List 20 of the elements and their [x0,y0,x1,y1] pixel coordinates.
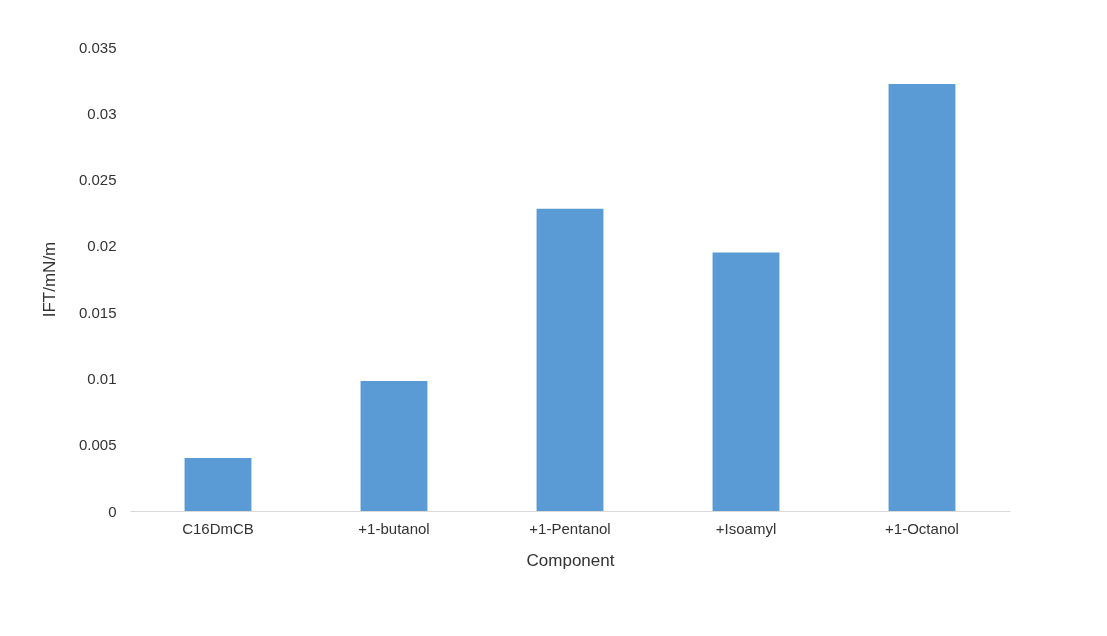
y-tick-label: 0 [108,502,117,520]
y-axis-title: IFT/mN/m [39,241,59,318]
bar [184,457,252,511]
y-tick-label: 0.01 [87,369,117,387]
x-tick-label: +1-Pentanol [529,519,611,537]
x-tick-label: C16DmCB [182,519,254,537]
bar [712,252,780,511]
bar [536,208,604,511]
x-tick-label: +Isoamyl [715,519,777,537]
y-tick-label: 0.025 [78,171,117,189]
y-tick-label: 0.035 [78,38,117,56]
x-tick-label: +1-butanol [358,519,430,537]
x-tick-label: +1-Octanol [885,519,959,537]
bar [360,381,428,511]
y-tick-label: 0.03 [87,104,117,122]
y-tick-label: 0.015 [78,303,117,321]
x-axis-title: Component [526,550,615,570]
y-tick-label: 0.02 [87,237,117,255]
y-tick-label: 0.005 [78,436,117,454]
bar [888,84,956,511]
